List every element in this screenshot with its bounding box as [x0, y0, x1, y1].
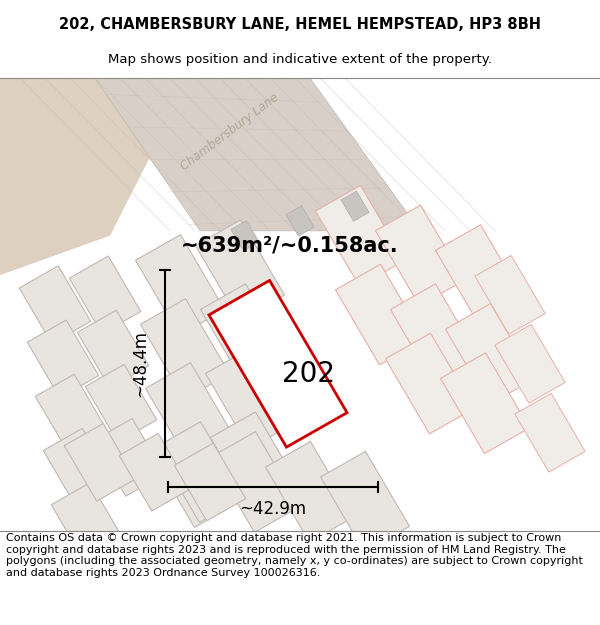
Polygon shape — [93, 419, 165, 496]
Polygon shape — [136, 234, 224, 336]
Polygon shape — [265, 441, 355, 542]
Polygon shape — [35, 374, 107, 452]
Polygon shape — [196, 220, 284, 321]
Text: 202: 202 — [281, 359, 335, 388]
Polygon shape — [209, 281, 347, 447]
Polygon shape — [200, 284, 290, 384]
Polygon shape — [385, 333, 475, 434]
Polygon shape — [0, 78, 190, 275]
Polygon shape — [174, 443, 246, 521]
Polygon shape — [64, 424, 136, 501]
Polygon shape — [155, 422, 245, 522]
Polygon shape — [376, 205, 464, 306]
Polygon shape — [19, 266, 91, 344]
Polygon shape — [51, 482, 123, 560]
Polygon shape — [27, 320, 99, 398]
Polygon shape — [440, 353, 530, 454]
Text: 202, CHAMBERSBURY LANE, HEMEL HEMPSTEAD, HP3 8BH: 202, CHAMBERSBURY LANE, HEMEL HEMPSTEAD,… — [59, 17, 541, 32]
Polygon shape — [341, 191, 369, 221]
Polygon shape — [95, 78, 420, 231]
Polygon shape — [515, 393, 585, 472]
Polygon shape — [445, 304, 535, 404]
Text: ~639m²/~0.158ac.: ~639m²/~0.158ac. — [181, 236, 399, 256]
Polygon shape — [495, 324, 565, 403]
Polygon shape — [231, 221, 259, 251]
Polygon shape — [436, 225, 524, 326]
Polygon shape — [335, 264, 425, 365]
Polygon shape — [391, 284, 479, 384]
Polygon shape — [69, 256, 141, 334]
Polygon shape — [145, 362, 235, 463]
Text: Map shows position and indicative extent of the property.: Map shows position and indicative extent… — [108, 53, 492, 66]
Text: Contains OS data © Crown copyright and database right 2021. This information is : Contains OS data © Crown copyright and d… — [6, 533, 583, 578]
Polygon shape — [43, 428, 115, 506]
Polygon shape — [119, 433, 191, 511]
Polygon shape — [286, 206, 314, 236]
Text: Chambersbury Lane: Chambersbury Lane — [178, 91, 281, 173]
Polygon shape — [211, 412, 299, 512]
Polygon shape — [316, 186, 404, 286]
Text: ~42.9m: ~42.9m — [239, 499, 307, 518]
Polygon shape — [475, 256, 545, 334]
Polygon shape — [320, 451, 410, 552]
Polygon shape — [140, 299, 230, 399]
Text: ~48.4m: ~48.4m — [131, 330, 149, 398]
Polygon shape — [77, 310, 149, 388]
Polygon shape — [211, 432, 299, 532]
Polygon shape — [85, 364, 157, 442]
Polygon shape — [151, 427, 239, 528]
Polygon shape — [205, 348, 295, 449]
